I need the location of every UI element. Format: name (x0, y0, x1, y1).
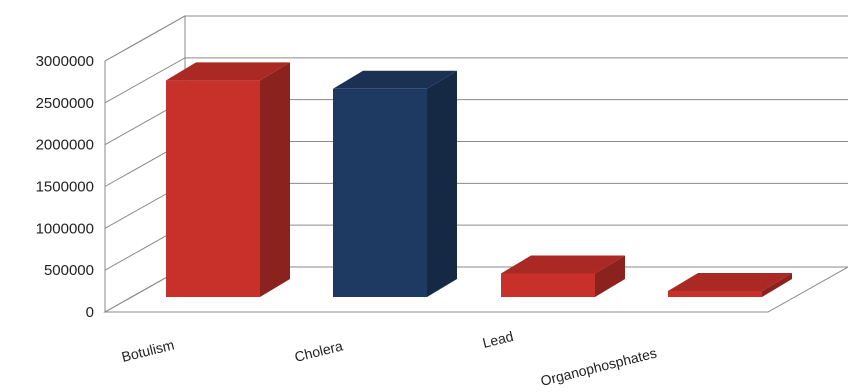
y-tick-label: 0 (86, 304, 94, 321)
y-tick-label: 1000000 (36, 220, 94, 237)
x-axis-labels: Botulism Cholera Lead Organophosphates (120, 328, 658, 389)
y-tick-label: 500000 (44, 262, 94, 279)
bar-top (668, 273, 792, 291)
bar-side (595, 255, 625, 297)
y-axis-ticks: 0 500000 1000000 1500000 2000000 2500000… (36, 53, 94, 321)
bar-top (166, 62, 290, 81)
bar-organophosphates (668, 291, 762, 297)
y-tick-label: 2500000 (36, 95, 94, 112)
x-tick-label: Lead (481, 328, 515, 351)
bar-botulism (166, 80, 260, 298)
bar-side (762, 273, 792, 297)
x-tick-label: Cholera (293, 337, 345, 364)
bar-side (427, 70, 457, 297)
gridline (104, 15, 848, 62)
y-tick-label: 1500000 (36, 179, 94, 196)
bar-side (260, 62, 290, 298)
bar-top (333, 70, 457, 89)
bar-top (501, 255, 625, 274)
y-tick-label: 3000000 (36, 53, 94, 70)
bar-cholera (333, 88, 427, 297)
y-tick-label: 2000000 (36, 137, 94, 154)
gridline (104, 57, 848, 104)
bar-lead (501, 273, 595, 297)
x-tick-label: Botulism (120, 336, 176, 365)
x-tick-label: Organophosphates (539, 345, 658, 389)
bars (166, 62, 792, 298)
